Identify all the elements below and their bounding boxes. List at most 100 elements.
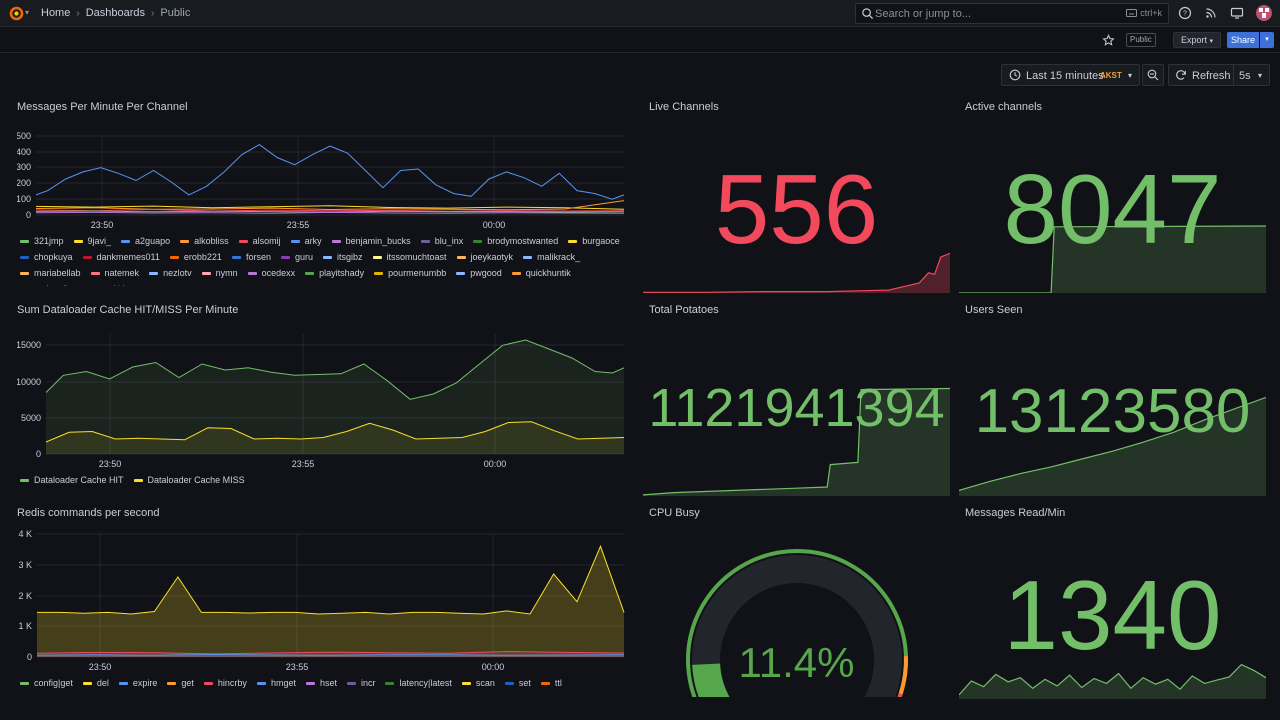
panel-messages-read[interactable]: Messages Read/Min 1340 [959, 507, 1266, 699]
chevron-down-icon[interactable]: ▾ [1258, 71, 1263, 80]
legend-item[interactable]: blu_inx [420, 235, 463, 247]
chart-legend: 321jmp 9javi_ a2guapo alkobliss alsomij arky b… [20, 235, 626, 286]
legend-swatch [231, 255, 241, 259]
legend-item[interactable]: pourmenumbb [374, 267, 446, 279]
x-tick-label: 23:55 [287, 220, 310, 230]
legend-item[interactable]: hset [305, 677, 337, 689]
series-line[interactable] [35, 205, 625, 210]
legend-item[interactable]: 9javi_ [73, 235, 112, 247]
legend-item[interactable]: hincrby [203, 677, 247, 689]
legend-item[interactable]: incr [346, 677, 375, 689]
export-button[interactable]: Export ▾ [1173, 32, 1221, 48]
series-line[interactable] [45, 339, 625, 400]
legend-swatch [121, 239, 131, 243]
share-button[interactable]: Share [1227, 32, 1259, 48]
panel-total-potatoes[interactable]: Total Potatoes 1121941394 [643, 304, 950, 496]
messages-per-minute-chart[interactable]: 500 400 300 200 100 0 23:50 23:55 00:00 [17, 125, 627, 237]
series-line[interactable] [35, 211, 625, 214]
legend-item[interactable]: malikrack_ [523, 251, 580, 263]
redis-commands-chart[interactable]: 4 K 3 K 2 K 1 K 0 23:50 23:55 00:00 [17, 525, 627, 675]
panel-title: Messages Read/Min [965, 507, 1066, 519]
legend-item[interactable]: alsomij [238, 235, 281, 247]
legend-item[interactable]: chopkuya [20, 251, 73, 263]
legend-item[interactable]: guru [280, 251, 313, 263]
live-channels-value: 556 [714, 154, 879, 264]
legend-item[interactable]: itsgibz [322, 251, 363, 263]
legend-label: 9javi_ [87, 236, 112, 246]
series-line[interactable] [35, 200, 625, 211]
legend-item[interactable]: config|get [20, 677, 73, 689]
legend-item[interactable]: scan [461, 677, 495, 689]
legend-item[interactable]: pwgood [456, 267, 502, 279]
legend-item[interactable]: joeykaotyk [456, 251, 513, 263]
legend-item[interactable]: a2guapo [121, 235, 170, 247]
legend-item[interactable]: Dataloader Cache HIT [20, 474, 124, 486]
panel-dataloader-cache[interactable]: Sum Dataloader Cache HIT/MISS Per Minute… [17, 304, 627, 494]
legend-item[interactable]: 321jmp [20, 235, 64, 247]
favorite-star-icon[interactable] [1102, 34, 1115, 47]
legend-item[interactable]: alkobliss [180, 235, 229, 247]
sparkline-area [959, 664, 1266, 699]
legend-item[interactable]: quickhuntik [511, 267, 571, 279]
series-line[interactable] [45, 421, 625, 443]
series-line[interactable] [35, 208, 625, 212]
refresh-interval-select[interactable]: 5s [1239, 70, 1251, 82]
legend-label: Dataloader Cache HIT [34, 475, 124, 485]
series-line[interactable] [36, 650, 625, 655]
legend-item[interactable]: natemek [90, 267, 139, 279]
share-dropdown-chevron-icon[interactable]: ▾ [1260, 32, 1274, 48]
refresh-icon [1176, 70, 1186, 80]
legend-item[interactable]: forsen [231, 251, 271, 263]
legend-item[interactable]: dankmemes011 [82, 251, 160, 263]
legend-item[interactable]: samukkha [78, 283, 133, 286]
dataloader-cache-chart[interactable]: 15000 10000 5000 0 23:50 23:55 00:00 [17, 332, 627, 470]
panel-users-seen[interactable]: Users Seen 13123580 [959, 304, 1266, 496]
search-input[interactable]: Search or jump to... ctrl+k [855, 3, 1169, 24]
breadcrumb-dashboards[interactable]: Dashboards [85, 7, 146, 19]
breadcrumb: Home › Dashboards › Public [41, 7, 190, 19]
legend-item[interactable]: del [82, 677, 109, 689]
rss-news-icon[interactable] [1204, 6, 1218, 20]
gauge-track [692, 554, 902, 697]
y-tick-label: 0 [27, 652, 32, 662]
legend-item[interactable]: ocedexx [247, 267, 295, 279]
help-icon[interactable]: ? [1178, 6, 1192, 20]
series-line[interactable] [36, 653, 625, 656]
panel-messages-per-minute[interactable]: Messages Per Minute Per Channel 500 400 30… [17, 101, 627, 291]
legend-item[interactable]: set [504, 677, 531, 689]
panel-live-channels[interactable]: Live Channels 556 [643, 101, 950, 293]
panel-cpu-busy[interactable]: CPU Busy 11.4% [643, 507, 950, 699]
legend-item[interactable]: nymn [201, 267, 238, 279]
legend-item[interactable]: erobb221 [169, 251, 222, 263]
kiosk-mode-icon[interactable] [1230, 6, 1244, 20]
menu-chevron-down-icon[interactable]: ▾ [25, 8, 30, 17]
legend-item[interactable]: latency|latest [385, 677, 452, 689]
refresh-button[interactable]: Refresh 5s ▾ [1168, 64, 1270, 86]
legend-item[interactable]: arky [290, 235, 322, 247]
legend-item[interactable]: rockoutli [20, 283, 68, 286]
legend-item[interactable]: ttl [540, 677, 562, 689]
zoom-out-button[interactable] [1142, 64, 1164, 86]
grafana-logo-icon[interactable] [8, 5, 25, 22]
legend-item[interactable]: expire [118, 677, 157, 689]
user-avatar[interactable] [1256, 5, 1272, 21]
legend-label: scan [475, 678, 495, 688]
legend-swatch [133, 478, 143, 482]
time-range-picker[interactable]: Last 15 minutes AKST ▾ [1001, 64, 1140, 86]
legend-item[interactable]: hmget [256, 677, 296, 689]
legend-item[interactable]: burgaoce [568, 235, 620, 247]
legend-item[interactable]: nezlotv [149, 267, 192, 279]
legend-swatch [169, 255, 179, 259]
legend-item[interactable]: Dataloader Cache MISS [133, 474, 245, 486]
series-line[interactable] [35, 144, 625, 200]
series-line[interactable] [37, 544, 625, 615]
legend-item[interactable]: mariabellab [20, 267, 81, 279]
legend-item[interactable]: itssomuchtoast [372, 251, 447, 263]
breadcrumb-home[interactable]: Home [41, 7, 71, 19]
panel-redis-commands[interactable]: Redis commands per second 4 K 3 K 2 K 1 K 0 2… [17, 507, 627, 697]
legend-item[interactable]: get [167, 677, 194, 689]
panel-active-channels[interactable]: Active channels 8047 [959, 101, 1266, 293]
legend-item[interactable]: benjamin_bucks [331, 235, 411, 247]
legend-item[interactable]: brodymostwanted [473, 235, 558, 247]
legend-item[interactable]: playitshady [305, 267, 364, 279]
